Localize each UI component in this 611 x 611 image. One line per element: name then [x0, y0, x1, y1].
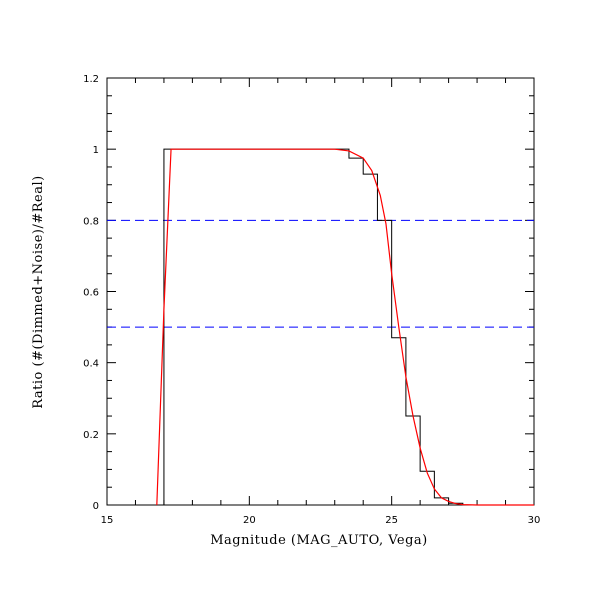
y-tick-label: 0.2 — [83, 430, 99, 441]
series-layer — [149, 148, 534, 506]
y-tick-label: 0.4 — [83, 359, 99, 370]
x-axis-title: Magnitude (MAG_AUTO, Vega) — [210, 533, 428, 548]
fit-curve-line — [156, 148, 534, 506]
y-axis-title: Ratio (#(Dimmed+Noise)/#Real) — [31, 175, 46, 408]
y-tick-label: 0 — [93, 501, 99, 512]
y-tick-label: 1 — [93, 145, 99, 156]
reference-lines — [107, 219, 534, 328]
axis-ticks — [106, 77, 535, 506]
y-tick-label: 0.8 — [83, 216, 99, 227]
x-tick-label: 25 — [385, 515, 398, 526]
x-tick-label: 30 — [528, 515, 541, 526]
y-tick-label: 0.6 — [83, 288, 99, 299]
tick-labels: 15 20 25 30 0 0.2 0.4 0.6 0.8 1 1.2 — [83, 74, 540, 526]
y-tick-label: 1.2 — [83, 74, 99, 85]
x-tick-label: 15 — [101, 515, 114, 526]
x-tick-label: 20 — [243, 515, 256, 526]
